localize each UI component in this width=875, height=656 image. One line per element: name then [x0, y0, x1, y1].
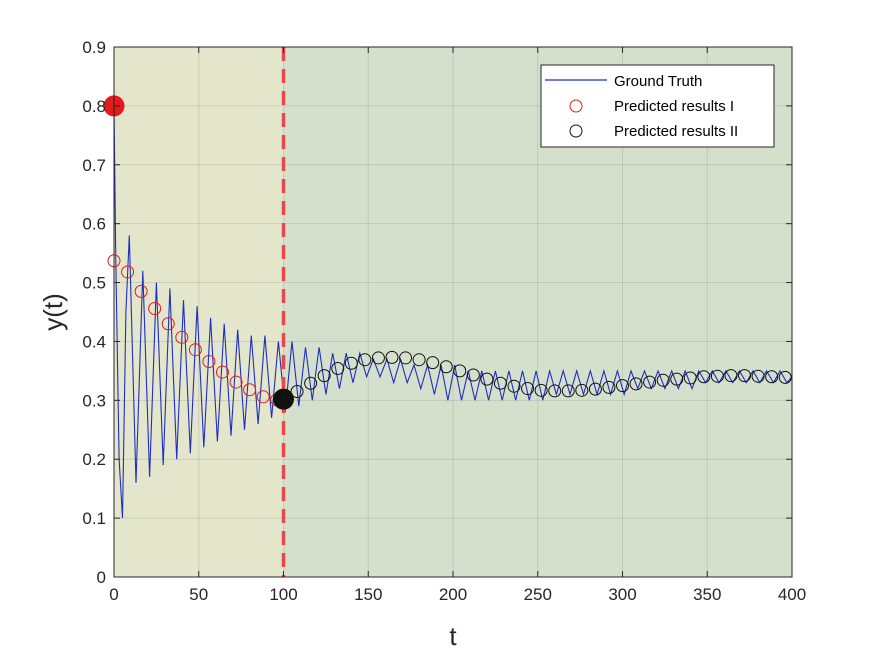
predicted-2-marker — [493, 376, 507, 390]
predicted-2-marker — [778, 370, 792, 384]
legend-box — [540, 64, 775, 148]
y-tick-label: 0.2 — [82, 450, 106, 469]
predicted-2-marker — [358, 353, 372, 367]
legend-predicted-2-swatch — [569, 124, 583, 138]
predicted-2-marker — [371, 351, 385, 365]
x-tick-label: 200 — [439, 585, 467, 604]
predicted-1-marker — [161, 317, 175, 331]
predicted-2-marker — [521, 382, 535, 396]
predicted-2-layer — [290, 350, 792, 398]
x-tick-label: 300 — [608, 585, 636, 604]
predicted-1-marker — [243, 383, 257, 397]
legend-predicted-1-label: Predicted results I — [614, 98, 734, 115]
y-tick-label: 0.4 — [82, 332, 106, 351]
y-tick-label: 0.8 — [82, 97, 106, 116]
predicted-2-marker — [643, 375, 657, 389]
x-tick-label: 150 — [354, 585, 382, 604]
predicted-2-marker — [575, 383, 589, 397]
predicted-1-marker — [134, 284, 148, 298]
y-tick-label: 0.7 — [82, 156, 106, 175]
predicted-1-marker — [202, 354, 216, 368]
x-tick-label: 100 — [269, 585, 297, 604]
predicted-2-marker — [534, 383, 548, 397]
predicted-2-marker — [385, 350, 399, 364]
predicted-2-marker — [738, 369, 752, 383]
predicted-2-marker — [561, 384, 575, 398]
predicted-2-marker — [466, 368, 480, 382]
ground-truth-line — [113, 105, 793, 519]
predicted-2-marker — [439, 360, 453, 374]
highlight-layer — [103, 95, 294, 410]
predicted-2-marker — [724, 369, 738, 383]
predicted-1-marker — [121, 265, 135, 279]
y-axis-ticks: 0 0.1 0.2 0.3 0.4 0.5 0.6 0.7 0.8 0.9 — [82, 38, 792, 587]
predicted-2-marker — [304, 376, 318, 390]
predicted-2-marker — [331, 362, 345, 376]
predicted-2-marker — [399, 351, 413, 365]
predicted-1-marker — [188, 343, 202, 357]
predicted-2-marker — [683, 371, 697, 385]
predicted-2-marker — [656, 373, 670, 387]
x-tick-label: 0 — [109, 585, 118, 604]
predicted-1-marker — [256, 390, 270, 404]
predicted-2-marker — [765, 370, 779, 384]
predicted-2-marker — [697, 370, 711, 384]
predicted-1-marker — [175, 330, 189, 344]
predicted-2-marker — [548, 384, 562, 398]
x-axis-ticks: 0 50 100 150 200 250 300 350 400 — [109, 47, 806, 604]
predicted-2-marker — [290, 385, 304, 398]
y-tick-label: 0.3 — [82, 391, 106, 410]
predicted-2-marker — [602, 380, 616, 394]
legend-predicted-1-swatch — [569, 99, 583, 113]
highlight-point-switch — [273, 388, 294, 410]
legend: Ground Truth Predicted results I Predict… — [540, 64, 775, 148]
predicted-2-marker — [480, 372, 494, 386]
predicted-2-marker — [426, 356, 440, 370]
y-tick-label: 0.1 — [82, 509, 106, 528]
predicted-2-marker — [344, 356, 358, 370]
y-tick-label: 0.5 — [82, 274, 106, 293]
predicted-1-marker — [215, 365, 229, 379]
predicted-1-marker — [148, 301, 162, 315]
predicted-2-marker — [412, 353, 426, 367]
predicted-2-marker — [317, 369, 331, 383]
predicted-2-marker — [453, 364, 467, 378]
predicted-2-marker — [507, 379, 521, 393]
x-tick-label: 50 — [189, 585, 208, 604]
y-tick-label: 0 — [97, 568, 106, 587]
predicted-1-layer — [107, 254, 284, 407]
predicted-2-marker — [588, 382, 602, 396]
x-tick-label: 250 — [524, 585, 552, 604]
predicted-2-marker — [751, 369, 765, 383]
predicted-2-marker — [616, 379, 629, 393]
region-1 — [114, 47, 284, 577]
predicted-2-marker — [670, 372, 684, 386]
x-axis-label: t — [449, 621, 457, 651]
predicted-1-marker — [229, 375, 243, 389]
legend-predicted-2-label: Predicted results II — [614, 123, 738, 140]
legend-ground-truth-label: Ground Truth — [614, 73, 702, 90]
y-tick-label: 0.9 — [82, 38, 106, 57]
predicted-2-marker — [710, 369, 724, 383]
x-tick-label: 350 — [693, 585, 721, 604]
y-tick-label: 0.6 — [82, 215, 106, 234]
x-tick-label: 400 — [778, 585, 806, 604]
predicted-2-marker — [629, 377, 643, 391]
y-axis-label: y(t) — [38, 293, 68, 331]
ground-truth-layer — [113, 105, 793, 519]
